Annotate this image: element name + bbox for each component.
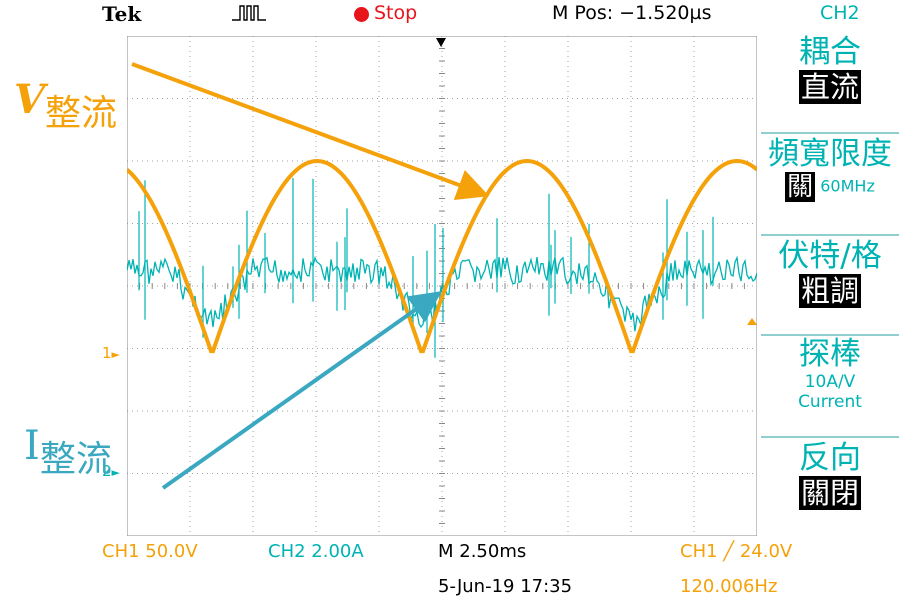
invert-title: 反向	[799, 440, 861, 476]
status-bar: Tek Stop M Pos: −1.520µs CH2	[100, 0, 908, 28]
side-menu: 耦合 直流 頻寬限度 關 60MHz 伏特/格 粗調 探棒 10A/V Curr…	[757, 28, 908, 540]
run-state: Stop	[374, 2, 418, 24]
invert-value: 關閉	[798, 476, 861, 510]
date-time: 5-Jun-19 17:35	[438, 576, 573, 597]
volts-div-menu-button[interactable]: 伏特/格 粗調	[761, 238, 899, 308]
voltage-label: V整流	[14, 76, 118, 134]
trigger-readout: CH1 ╱ 24.0V	[680, 541, 793, 562]
ch1-ground-marker: 1►	[102, 344, 121, 362]
bandwidth-title: 頻寬限度	[768, 136, 892, 172]
coupling-title: 耦合	[799, 34, 861, 70]
probe-ratio: 10A/V	[804, 372, 856, 392]
current-label: I整流	[24, 423, 112, 480]
stop-indicator-icon	[354, 7, 369, 22]
pulse-trigger-icon	[230, 0, 270, 31]
oscilloscope-screen: Tek Stop M Pos: −1.520µs CH2 1► 2► 耦合 直流	[100, 0, 908, 606]
probe-type: Current	[798, 392, 862, 412]
bandwidth-value: 60MHz	[820, 176, 875, 196]
ch1-voltage-trace	[127, 158, 757, 354]
volts-div-title: 伏特/格	[778, 238, 882, 274]
frequency-readout: 120.006Hz	[680, 576, 778, 597]
probe-title: 探棒	[799, 336, 861, 372]
brand-logo: Tek	[102, 2, 142, 26]
volts-div-value: 粗調	[798, 274, 861, 308]
bandwidth-menu-button[interactable]: 頻寬限度 關 60MHz	[761, 136, 899, 202]
probe-menu-button[interactable]: 探棒 10A/V Current	[761, 336, 899, 412]
trigger-level-icon	[747, 318, 757, 325]
waveform-display	[127, 36, 757, 536]
voltage-annotation-arrow	[131, 62, 490, 201]
invert-menu-button[interactable]: 反向 關閉	[761, 440, 899, 510]
timebase: M 2.50ms	[438, 541, 527, 562]
ch2-scale: CH2 2.00A	[268, 541, 364, 562]
ch2-ground-marker: 2►	[102, 462, 121, 480]
coupling-menu-button[interactable]: 耦合 直流	[761, 34, 899, 104]
menu-channel-label: CH2	[820, 2, 860, 24]
center-axis-ticks	[127, 36, 757, 536]
bandwidth-state: 關	[785, 172, 816, 202]
coupling-value: 直流	[798, 70, 861, 104]
ch1-scale: CH1 50.0V	[102, 541, 198, 562]
current-annotation-arrow	[161, 291, 442, 490]
trigger-position-icon	[436, 38, 446, 47]
horizontal-position: M Pos: −1.520µs	[552, 2, 712, 24]
